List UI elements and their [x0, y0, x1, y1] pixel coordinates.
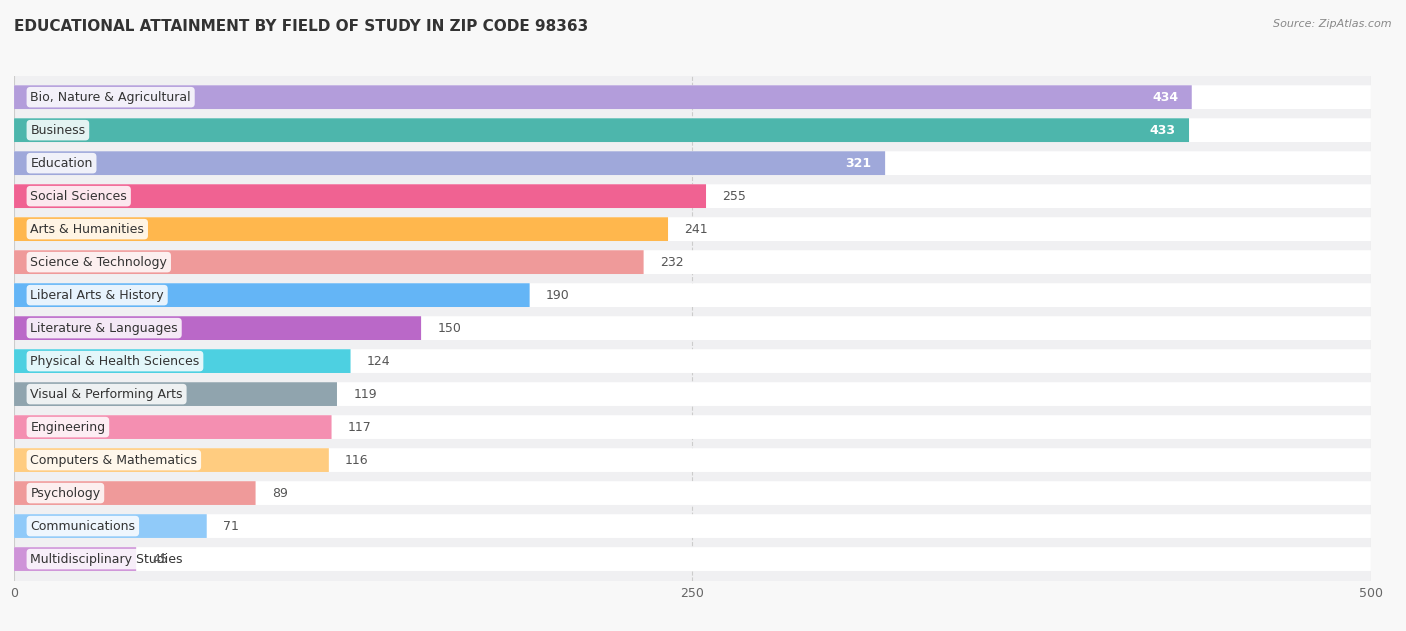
Text: 255: 255 [723, 190, 747, 203]
Text: 117: 117 [347, 421, 371, 433]
FancyBboxPatch shape [14, 118, 1189, 142]
Text: Physical & Health Sciences: Physical & Health Sciences [31, 355, 200, 368]
Text: Business: Business [31, 124, 86, 137]
FancyBboxPatch shape [14, 85, 1371, 109]
FancyBboxPatch shape [14, 448, 1371, 472]
FancyBboxPatch shape [14, 448, 329, 472]
Text: Multidisciplinary Studies: Multidisciplinary Studies [31, 553, 183, 565]
Text: 124: 124 [367, 355, 391, 368]
FancyBboxPatch shape [14, 415, 1371, 439]
FancyBboxPatch shape [14, 217, 1371, 241]
FancyBboxPatch shape [14, 184, 706, 208]
Text: 241: 241 [685, 223, 709, 235]
FancyBboxPatch shape [14, 514, 207, 538]
Text: Education: Education [31, 156, 93, 170]
FancyBboxPatch shape [14, 283, 530, 307]
Text: 433: 433 [1150, 124, 1175, 137]
FancyBboxPatch shape [14, 283, 1371, 307]
Text: 321: 321 [845, 156, 872, 170]
FancyBboxPatch shape [14, 217, 668, 241]
Text: 89: 89 [271, 487, 288, 500]
Text: Visual & Performing Arts: Visual & Performing Arts [31, 387, 183, 401]
Text: 119: 119 [353, 387, 377, 401]
FancyBboxPatch shape [14, 547, 1371, 571]
FancyBboxPatch shape [14, 251, 1371, 274]
FancyBboxPatch shape [14, 251, 644, 274]
Text: Communications: Communications [31, 519, 135, 533]
Text: Source: ZipAtlas.com: Source: ZipAtlas.com [1274, 19, 1392, 29]
Text: Liberal Arts & History: Liberal Arts & History [31, 288, 165, 302]
Text: 190: 190 [546, 288, 569, 302]
FancyBboxPatch shape [14, 118, 1371, 142]
Text: 150: 150 [437, 322, 461, 334]
Text: Literature & Languages: Literature & Languages [31, 322, 179, 334]
FancyBboxPatch shape [14, 184, 1371, 208]
FancyBboxPatch shape [14, 349, 350, 373]
FancyBboxPatch shape [14, 316, 422, 340]
Text: 71: 71 [224, 519, 239, 533]
FancyBboxPatch shape [14, 514, 1371, 538]
Text: 45: 45 [152, 553, 169, 565]
FancyBboxPatch shape [14, 481, 1371, 505]
FancyBboxPatch shape [14, 415, 332, 439]
Text: Computers & Mathematics: Computers & Mathematics [31, 454, 197, 466]
Text: 116: 116 [344, 454, 368, 466]
FancyBboxPatch shape [14, 316, 1371, 340]
Text: 232: 232 [659, 256, 683, 269]
FancyBboxPatch shape [14, 85, 1192, 109]
FancyBboxPatch shape [14, 151, 886, 175]
FancyBboxPatch shape [14, 481, 256, 505]
Text: Social Sciences: Social Sciences [31, 190, 127, 203]
Text: EDUCATIONAL ATTAINMENT BY FIELD OF STUDY IN ZIP CODE 98363: EDUCATIONAL ATTAINMENT BY FIELD OF STUDY… [14, 19, 588, 34]
FancyBboxPatch shape [14, 151, 1371, 175]
FancyBboxPatch shape [14, 547, 136, 571]
FancyBboxPatch shape [14, 382, 337, 406]
Text: 434: 434 [1152, 91, 1178, 103]
Text: Engineering: Engineering [31, 421, 105, 433]
Text: Arts & Humanities: Arts & Humanities [31, 223, 145, 235]
Text: Bio, Nature & Agricultural: Bio, Nature & Agricultural [31, 91, 191, 103]
Text: Science & Technology: Science & Technology [31, 256, 167, 269]
FancyBboxPatch shape [14, 382, 1371, 406]
FancyBboxPatch shape [14, 349, 1371, 373]
Text: Psychology: Psychology [31, 487, 100, 500]
